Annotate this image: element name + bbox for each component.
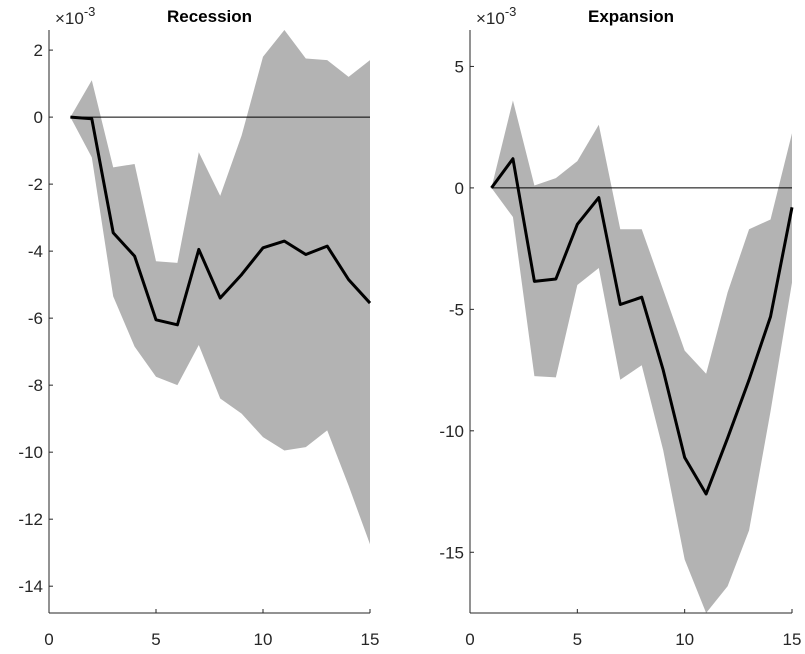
recession-x-tick-label: 0 bbox=[44, 630, 53, 649]
expansion-y-tick-label: -5 bbox=[449, 300, 464, 319]
expansion-confidence-band bbox=[491, 100, 792, 613]
expansion-x-tick-label: 10 bbox=[675, 630, 694, 649]
expansion-exponent-label: ×10-3 bbox=[476, 4, 516, 28]
recession-y-tick-label: -14 bbox=[18, 577, 43, 596]
recession-exponent-label: ×10-3 bbox=[55, 4, 95, 28]
recession-y-tick-label: 0 bbox=[34, 108, 43, 127]
recession-title: Recession bbox=[167, 7, 252, 26]
expansion-x-tick-label: 5 bbox=[573, 630, 582, 649]
recession-y-tick-label: -6 bbox=[28, 309, 43, 328]
recession-y-tick-label: 2 bbox=[34, 41, 43, 60]
expansion-exponent-power: -3 bbox=[505, 4, 517, 19]
recession-y-tick-label: -2 bbox=[28, 175, 43, 194]
recession-confidence-band bbox=[70, 30, 371, 545]
recession-exponent-base: ×10 bbox=[55, 9, 84, 28]
expansion-y-tick-label: 0 bbox=[455, 179, 464, 198]
recession-x-tick-label: 10 bbox=[254, 630, 273, 649]
recession-y-tick-label: -12 bbox=[18, 510, 43, 529]
recession-x-tick-label: 15 bbox=[361, 630, 380, 649]
expansion-exponent-base: ×10 bbox=[476, 9, 505, 28]
expansion-y-tick-label: -15 bbox=[439, 543, 464, 562]
recession-exponent-power: -3 bbox=[84, 4, 96, 19]
expansion-response-line bbox=[490, 157, 794, 496]
expansion-y-tick-label: -10 bbox=[439, 422, 464, 441]
recession-x-tick-label: 5 bbox=[151, 630, 160, 649]
recession-y-tick-label: -8 bbox=[28, 376, 43, 395]
expansion-x-tick-label: 0 bbox=[465, 630, 474, 649]
expansion-x-tick-label: 15 bbox=[783, 630, 802, 649]
recession-y-tick-label: -4 bbox=[28, 242, 43, 261]
expansion-title: Expansion bbox=[588, 7, 674, 26]
expansion-panel: 5 0 -5 -10 -15 0 5 10 15 Expansion ×10-3 bbox=[439, 4, 801, 649]
expansion-y-tick-label: 5 bbox=[455, 57, 464, 76]
recession-response-line bbox=[70, 115, 372, 327]
recession-panel: 2 0 -2 -4 -6 -8 -10 -12 -14 0 5 10 15 Recession ×10-3 bbox=[18, 4, 379, 649]
recession-y-tick-label: -10 bbox=[18, 443, 43, 462]
